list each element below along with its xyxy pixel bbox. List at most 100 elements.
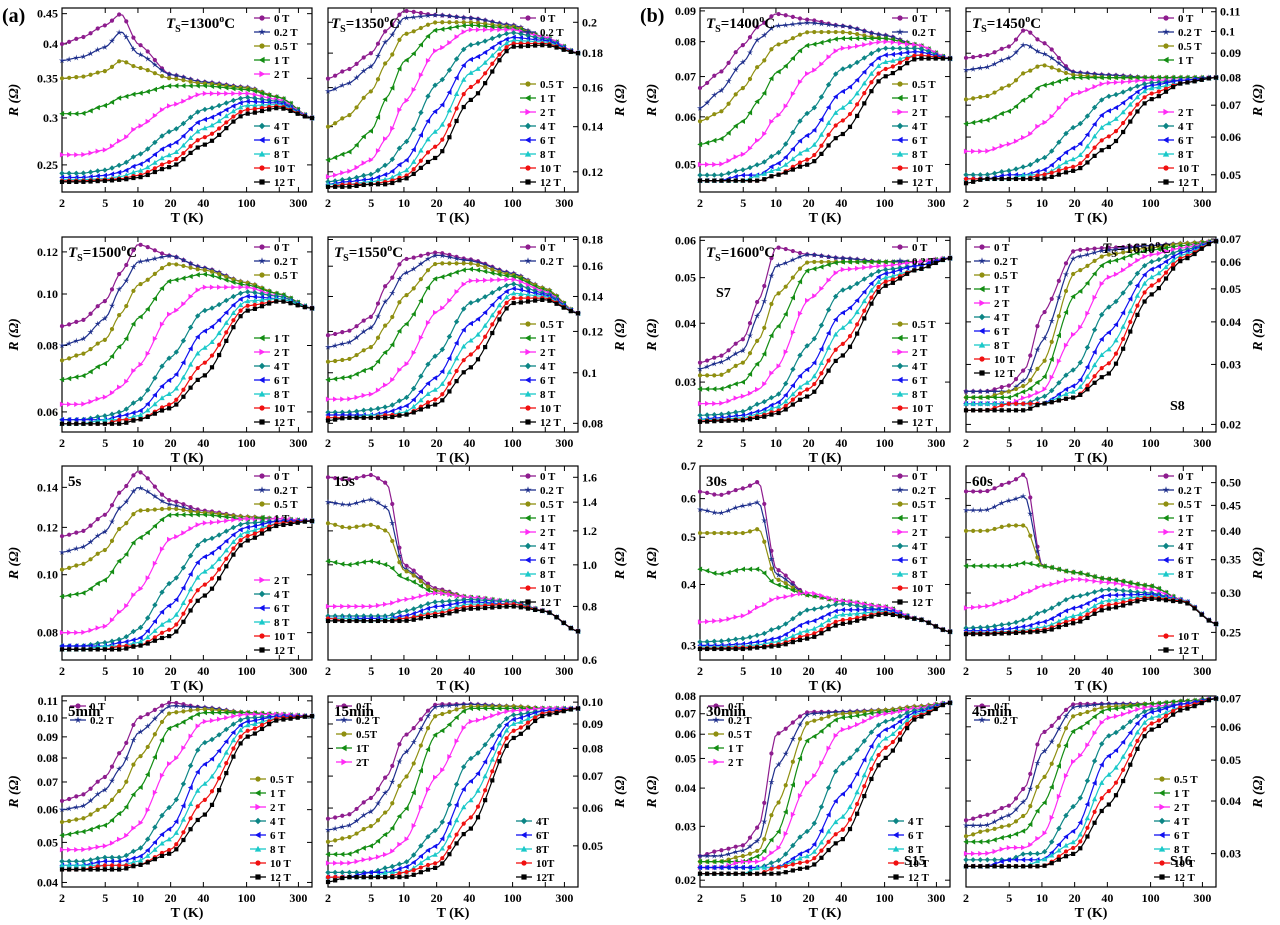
legend-marker — [259, 473, 265, 479]
series-markers-10 — [697, 56, 953, 183]
data-point — [159, 621, 165, 627]
data-point — [418, 42, 423, 48]
legend-label: 0.2 T — [994, 256, 1018, 268]
data-point — [696, 365, 704, 372]
data-point — [905, 41, 910, 47]
data-point — [152, 618, 157, 624]
data-point — [1006, 108, 1011, 114]
data-point — [818, 614, 824, 621]
data-point — [1070, 383, 1076, 389]
data-point — [80, 543, 87, 550]
data-point — [747, 405, 753, 411]
data-point — [1013, 172, 1019, 178]
data-point — [890, 70, 895, 76]
data-point — [1070, 75, 1076, 81]
data-point — [209, 365, 215, 370]
y-tick-label: 0.10 — [37, 287, 58, 301]
data-point — [245, 298, 251, 304]
data-point — [971, 148, 976, 154]
data-point — [970, 119, 976, 126]
data-point — [404, 412, 409, 417]
data-point — [396, 572, 402, 579]
data-point — [116, 286, 123, 292]
data-point — [432, 603, 438, 610]
data-point — [711, 412, 717, 418]
data-point — [1063, 391, 1069, 396]
data-point — [195, 598, 200, 603]
data-point — [66, 592, 72, 599]
data-point — [116, 344, 122, 350]
data-point — [755, 604, 760, 611]
data-point — [447, 389, 452, 394]
data-point — [66, 340, 73, 347]
data-point — [854, 256, 861, 263]
data-point — [726, 348, 731, 353]
panel-b-label: (b) — [640, 5, 664, 27]
data-point — [825, 253, 832, 260]
data-point — [747, 164, 753, 171]
data-point — [719, 69, 724, 74]
data-point — [790, 91, 796, 97]
data-point — [333, 172, 338, 178]
data-point — [963, 55, 969, 60]
data-point — [87, 417, 93, 423]
data-point — [790, 167, 795, 172]
data-point — [116, 558, 122, 564]
data-point — [1177, 253, 1183, 258]
data-point — [840, 259, 845, 265]
data-point — [833, 358, 838, 364]
legend-marker — [525, 405, 531, 411]
data-point — [861, 298, 867, 304]
data-point — [970, 172, 976, 178]
data-point — [740, 360, 745, 365]
data-point — [761, 171, 767, 176]
data-point — [223, 547, 229, 553]
data-point — [1099, 366, 1104, 371]
data-point — [446, 12, 453, 19]
data-point — [361, 559, 366, 565]
data-point — [712, 112, 717, 117]
data-point — [804, 343, 810, 349]
data-point — [231, 552, 236, 557]
data-point — [1056, 394, 1062, 400]
data-point — [424, 255, 432, 262]
data-point — [361, 172, 367, 179]
data-point — [1149, 247, 1154, 253]
data-point — [726, 646, 731, 652]
data-point — [819, 259, 824, 265]
data-point — [712, 492, 717, 497]
data-point — [897, 267, 903, 273]
y-tick-label: 0.12 — [37, 245, 58, 259]
data-point — [382, 404, 388, 410]
data-point — [1135, 102, 1140, 107]
data-point — [1085, 153, 1090, 159]
data-point — [825, 120, 832, 125]
data-point — [245, 90, 251, 97]
data-point — [73, 545, 80, 552]
data-point — [712, 178, 717, 183]
data-point — [1163, 253, 1169, 260]
legend-label: 2 T — [540, 107, 556, 119]
data-point — [940, 257, 945, 263]
y-tick-label: 0.03 — [1220, 357, 1241, 371]
data-point — [933, 624, 938, 629]
data-point — [411, 617, 416, 622]
data-point — [1042, 41, 1047, 46]
data-point — [230, 524, 237, 531]
data-point — [861, 55, 867, 61]
data-point — [1120, 245, 1127, 252]
data-point — [1163, 258, 1169, 265]
data-point — [1099, 312, 1105, 318]
data-point — [259, 528, 265, 533]
legend-label: 6 T — [912, 555, 928, 567]
data-point — [1027, 93, 1033, 99]
data-point — [1063, 288, 1069, 294]
data-point — [383, 61, 388, 66]
data-point — [733, 418, 738, 423]
data-point — [124, 521, 129, 526]
data-point — [940, 56, 945, 61]
data-point — [433, 20, 438, 25]
data-point — [389, 174, 395, 180]
data-point — [216, 301, 222, 308]
data-point — [81, 528, 86, 533]
